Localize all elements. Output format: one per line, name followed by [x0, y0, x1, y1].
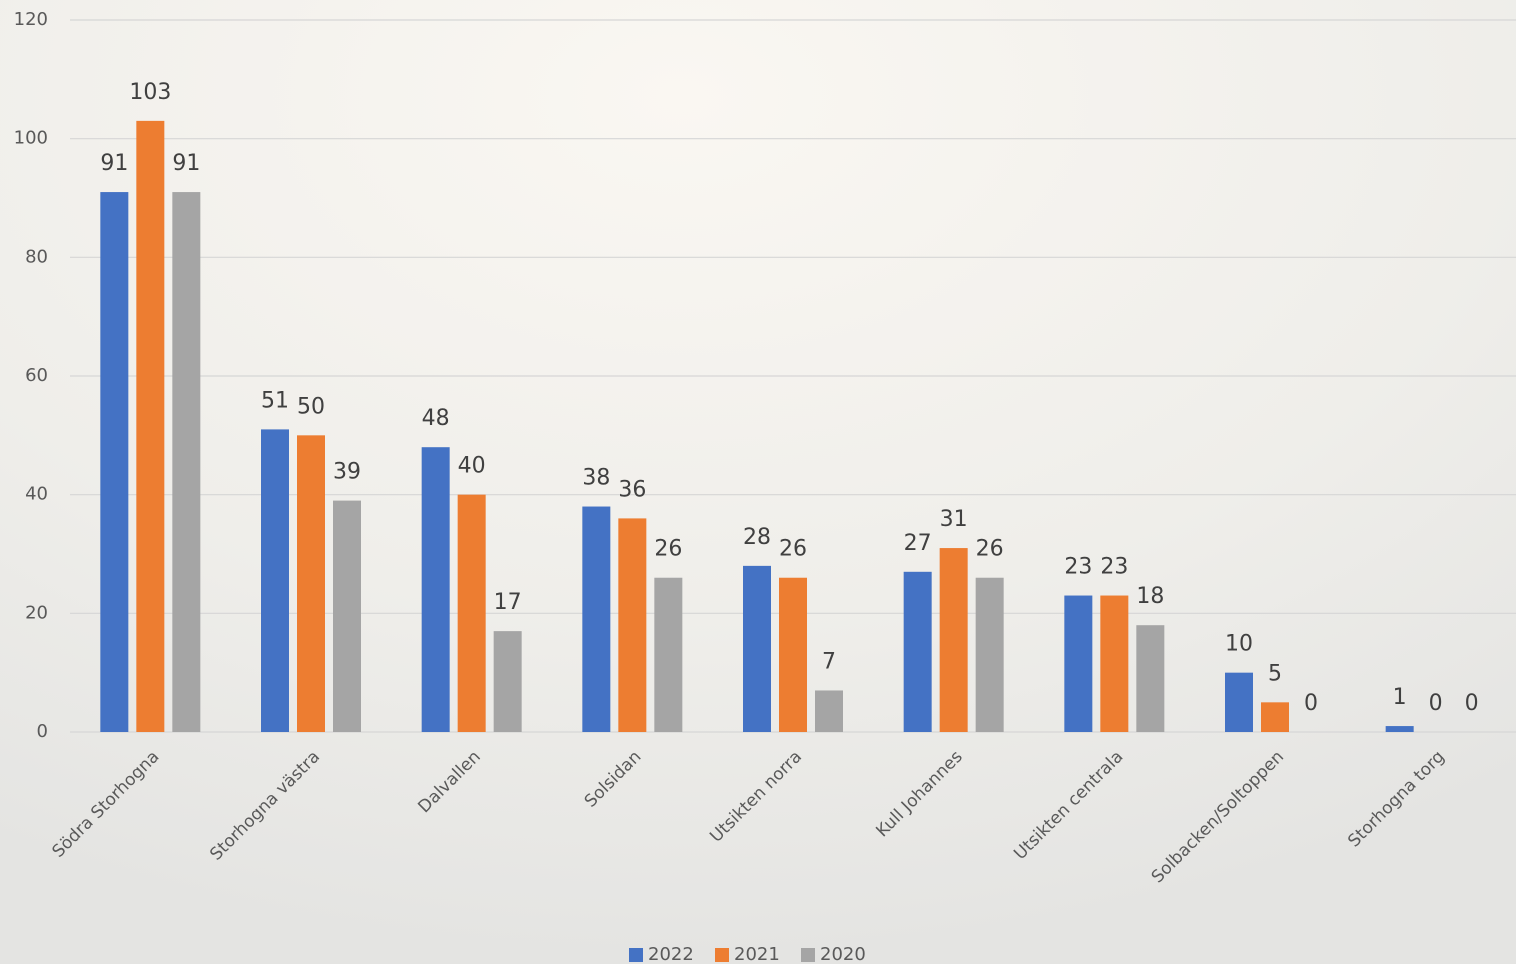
- legend-swatch: [629, 948, 643, 962]
- value-label: 26: [654, 537, 682, 562]
- bar: [618, 518, 646, 732]
- legend-swatch: [801, 948, 815, 962]
- legend-label: 2020: [820, 944, 866, 964]
- value-label: 23: [1100, 555, 1128, 580]
- value-label: 103: [129, 80, 171, 105]
- bar: [333, 501, 361, 732]
- bar: [172, 192, 200, 732]
- value-label: 0: [1304, 691, 1318, 716]
- value-label: 38: [582, 466, 610, 491]
- bar: [1386, 726, 1414, 732]
- y-tick-label: 120: [14, 9, 48, 30]
- bar: [904, 572, 932, 732]
- legend-swatch: [715, 948, 729, 962]
- y-tick-label: 20: [25, 602, 48, 623]
- bar: [976, 578, 1004, 732]
- bar: [1100, 596, 1128, 732]
- value-label: 26: [779, 537, 807, 562]
- bar: [582, 507, 610, 732]
- value-label: 7: [822, 649, 836, 674]
- bar: [1064, 596, 1092, 732]
- chart: 020406080100120Södra Storhogna9110391Sto…: [0, 0, 1516, 964]
- y-tick-label: 80: [25, 246, 48, 267]
- bar: [261, 429, 289, 732]
- value-label: 50: [297, 394, 325, 419]
- value-label: 48: [422, 406, 450, 431]
- value-label: 18: [1136, 584, 1164, 609]
- value-label: 28: [743, 525, 771, 550]
- bar: [1136, 625, 1164, 732]
- bar: [494, 631, 522, 732]
- y-tick-label: 100: [14, 128, 48, 149]
- legend-label: 2021: [734, 944, 780, 964]
- bar: [940, 548, 968, 732]
- y-tick-label: 60: [25, 365, 48, 386]
- bar: [779, 578, 807, 732]
- value-label: 0: [1429, 691, 1443, 716]
- value-label: 26: [976, 537, 1004, 562]
- value-label: 0: [1465, 691, 1479, 716]
- bar: [100, 192, 128, 732]
- value-label: 23: [1064, 555, 1092, 580]
- bar: [1261, 702, 1289, 732]
- value-label: 27: [904, 531, 932, 556]
- value-label: 91: [100, 151, 128, 176]
- bar: [422, 447, 450, 732]
- value-label: 10: [1225, 632, 1253, 657]
- value-label: 17: [494, 590, 522, 615]
- value-label: 31: [940, 507, 968, 532]
- value-label: 51: [261, 388, 289, 413]
- value-label: 5: [1268, 661, 1282, 686]
- value-label: 40: [458, 454, 486, 479]
- bar: [815, 690, 843, 732]
- bar: [297, 435, 325, 732]
- bar: [654, 578, 682, 732]
- y-tick-label: 0: [37, 721, 48, 742]
- bar: [458, 495, 486, 732]
- y-tick-label: 40: [25, 484, 48, 505]
- legend-label: 2022: [648, 944, 694, 964]
- value-label: 1: [1393, 685, 1407, 710]
- value-label: 39: [333, 460, 361, 485]
- value-label: 91: [172, 151, 200, 176]
- value-label: 36: [618, 477, 646, 502]
- bar: [136, 121, 164, 732]
- bar: [743, 566, 771, 732]
- background: [0, 0, 1516, 964]
- bar: [1225, 673, 1253, 732]
